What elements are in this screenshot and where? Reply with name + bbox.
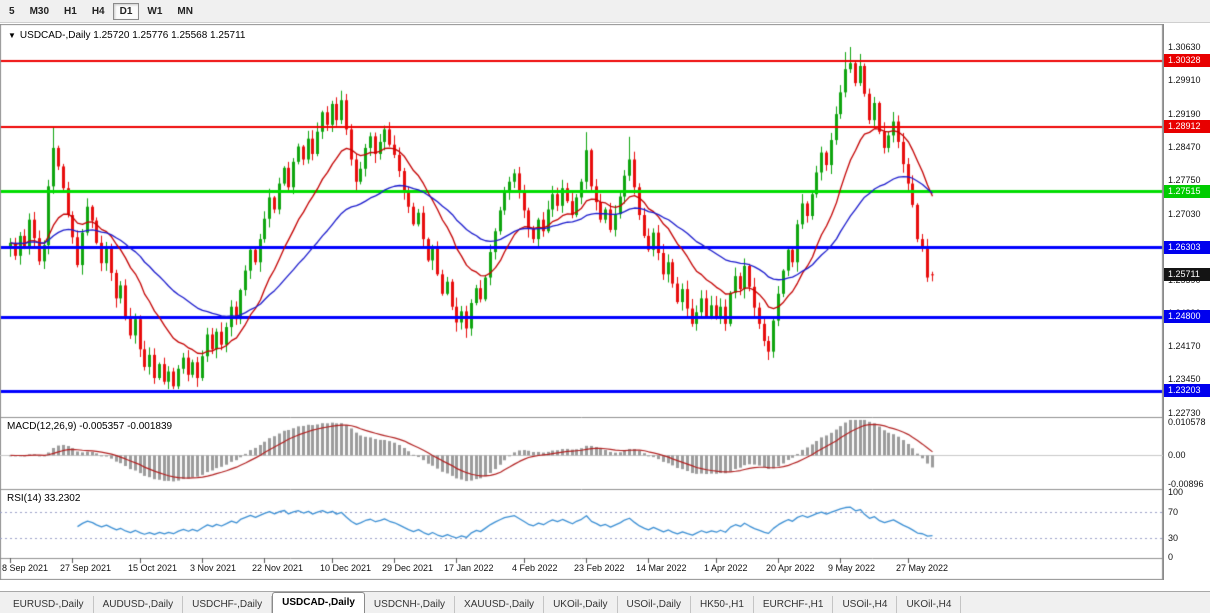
rsi-axis-label: 30 (1168, 532, 1179, 543)
rsi-indicator-label: RSI(14) 33.2302 (7, 493, 81, 504)
timeframe-button-w1[interactable]: W1 (147, 5, 163, 17)
date-label: 9 May 2022 (828, 563, 876, 573)
price-axis-label: 1.29910 (1168, 75, 1201, 86)
price-axis-label: 1.23450 (1168, 374, 1201, 385)
date-label: 10 Dec 2021 (320, 563, 372, 573)
candlestick-chart-canvas[interactable] (0, 24, 1163, 580)
price-axis-label: 1.22730 (1168, 407, 1201, 418)
symbol-tab-eurchf-h1[interactable]: EURCHF-,H1 (754, 596, 834, 613)
chart-ohlc-values: 1.25720 1.25776 1.25568 1.25711 (93, 30, 246, 41)
date-label: 8 Sep 2021 (2, 563, 49, 573)
timeframe-button-5[interactable]: 5 (9, 5, 15, 17)
symbol-tab-usdcnh-daily[interactable]: USDCNH-,Daily (365, 596, 456, 613)
current-price-tag: 1.25711 (1164, 268, 1210, 281)
hline-price-tag: 1.23203 (1164, 384, 1210, 397)
chart-title: ▼ USDCAD-,Daily 1.25720 1.25776 1.25568 1… (8, 30, 245, 41)
chart-symbol-label: USDCAD-,Daily (19, 30, 91, 41)
price-axis-label: 1.30630 (1168, 42, 1201, 52)
chart-dropdown-icon: ▼ (8, 31, 16, 40)
date-label: 1 Apr 2022 (704, 563, 748, 573)
timeframe-button-h4[interactable]: H4 (91, 5, 105, 17)
symbol-tab-audusd-daily[interactable]: AUDUSD-,Daily (94, 596, 184, 613)
symbol-tab-usdchf-daily[interactable]: USDCHF-,Daily (183, 596, 273, 613)
hline-price-tag: 1.30328 (1164, 54, 1210, 67)
macd-indicator-label: MACD(12,26,9) -0.005357 -0.001839 (7, 421, 173, 432)
symbol-tabbar: EURUSD-,Daily AUDUSD-,Daily USDCHF-,Daily U… (0, 591, 1210, 613)
hline-price-tag: 1.24800 (1164, 310, 1210, 323)
hline-price-tag: 1.27515 (1164, 185, 1210, 198)
hline-price-tag: 1.28912 (1164, 120, 1210, 133)
price-axis-label: 1.29190 (1168, 108, 1201, 119)
rsi-axis-label: 0 (1168, 552, 1174, 562)
date-label: 22 Nov 2021 (252, 563, 304, 573)
date-label: 17 Jan 2022 (444, 563, 494, 573)
symbol-tab-usdcad-daily[interactable]: USDCAD-,Daily (272, 592, 365, 613)
macd-axis-label: 0.010578 (1168, 416, 1206, 427)
macd-axis-label: -0.00896 (1168, 478, 1204, 489)
timeframe-button-h1[interactable]: H1 (64, 5, 77, 17)
time-axis[interactable]: 8 Sep 2021 27 Sep 2021 15 Oct 2021 3 Nov 20… (0, 558, 1163, 580)
date-label: 27 May 2022 (896, 563, 949, 573)
price-axis-label: 1.28470 (1168, 142, 1201, 152)
date-label: 23 Feb 2022 (574, 563, 625, 573)
price-axis-label: 1.27750 (1168, 175, 1201, 186)
symbol-tab-ukoil-daily[interactable]: UKOil-,Daily (544, 596, 618, 613)
symbol-tab-xauusd-daily[interactable]: XAUUSD-,Daily (455, 596, 545, 613)
timeframe-toolbar: 5 M30 H1 H4 D1 W1 MN (0, 0, 1210, 23)
date-label: 29 Dec 2021 (382, 563, 434, 573)
date-label: 27 Sep 2021 (60, 563, 112, 573)
timeframe-button-mn[interactable]: MN (177, 5, 193, 17)
price-axis[interactable]: 1.30630 1.29910 1.29190 1.28470 1.27750 1.270… (1163, 24, 1210, 580)
date-label: 14 Mar 2022 (636, 563, 687, 573)
timeframe-button-d1[interactable]: D1 (112, 2, 140, 20)
macd-axis-label: 0.00 (1168, 450, 1186, 461)
date-label: 15 Oct 2021 (128, 563, 178, 573)
symbol-tab-usoil-h4[interactable]: USOil-,H4 (833, 596, 898, 613)
symbol-tab-eurusd-daily[interactable]: EURUSD-,Daily (4, 596, 94, 613)
symbol-tab-hk50-h1[interactable]: HK50-,H1 (691, 596, 754, 613)
symbol-tab-usoil-daily[interactable]: USOil-,Daily (618, 596, 691, 613)
rsi-axis-label: 70 (1168, 506, 1179, 517)
date-label: 20 Apr 2022 (766, 563, 815, 573)
price-axis-label: 1.27030 (1168, 208, 1201, 219)
timeframe-button-m30[interactable]: M30 (29, 5, 50, 17)
symbol-tab-ukoil-h4[interactable]: UKOil-,H4 (897, 596, 962, 613)
date-label: 4 Feb 2022 (512, 563, 558, 573)
rsi-axis-label: 100 (1168, 487, 1184, 497)
price-axis-label: 1.24170 (1168, 341, 1201, 352)
date-label: 3 Nov 2021 (190, 563, 237, 573)
hline-price-tag: 1.26303 (1164, 241, 1210, 254)
